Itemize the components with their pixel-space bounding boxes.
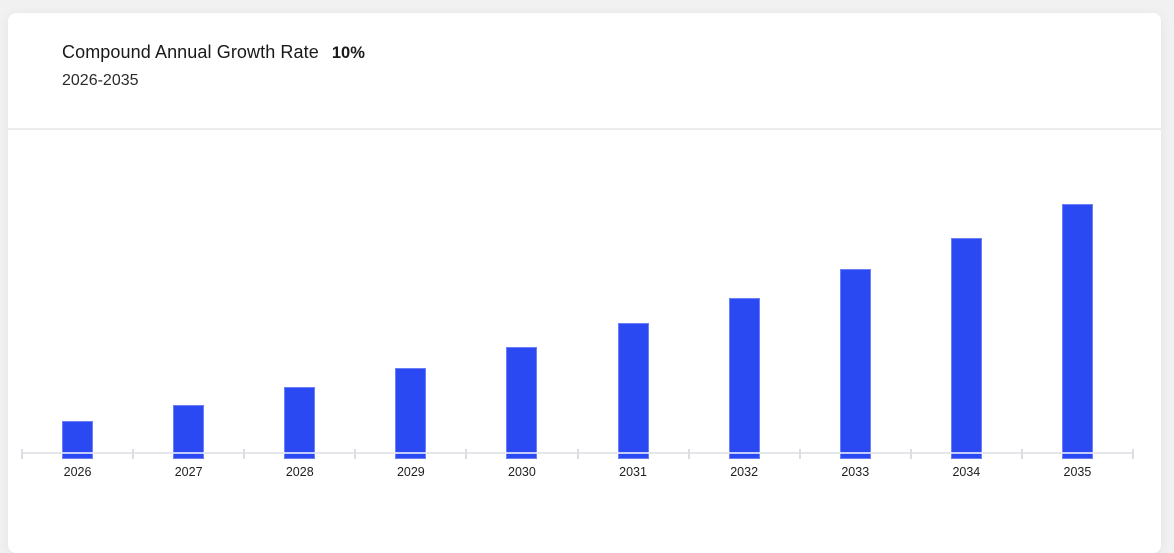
x-axis-tick [909, 449, 912, 459]
bar-2034 [950, 238, 982, 459]
bar-2031 [617, 323, 649, 459]
bar-2030 [506, 346, 538, 459]
x-axis-label-2035: 2035 [1063, 465, 1092, 479]
title-row: Compound Annual Growth Rate 10% [62, 42, 1131, 63]
cagr-card: Compound Annual Growth Rate 10% 2026-203… [8, 13, 1161, 553]
header-divider [8, 128, 1161, 130]
x-axis-label-2033: 2033 [841, 465, 870, 479]
x-axis-tick [576, 449, 579, 459]
bar-2033 [839, 269, 871, 459]
x-axis-label-2030: 2030 [508, 465, 536, 479]
x-axis-label-2031: 2031 [619, 465, 647, 479]
page: { "header": { "title": "Compound Annual … [8, 13, 1161, 553]
bar-2027 [173, 405, 205, 459]
chart-header: Compound Annual Growth Rate 10% 2026-203… [62, 42, 1131, 90]
bar-2029 [395, 368, 427, 459]
bar-2032 [728, 297, 760, 459]
x-axis-tick [1020, 449, 1023, 459]
x-axis-tick [354, 449, 357, 459]
bar-2028 [284, 387, 316, 459]
bar-2026 [62, 421, 94, 459]
x-axis-label-2028: 2028 [285, 465, 314, 479]
x-axis-tick [687, 449, 690, 459]
bar-2035 [1061, 203, 1093, 459]
x-axis-label-2027: 2027 [174, 465, 203, 479]
x-axis-label-2032: 2032 [730, 465, 759, 479]
x-axis-label-2029: 2029 [396, 465, 425, 479]
bar-chart: 2026 2027 2028 2029 2030 2031 2032 2033 2034 2035 [8, 130, 1161, 553]
chart-subtitle: 2026-2035 [62, 72, 139, 89]
x-axis-tick [243, 449, 246, 459]
x-axis-label-2034: 2034 [952, 465, 981, 479]
x-axis-label-2026: 2026 [63, 465, 92, 479]
x-axis-tick [21, 449, 23, 459]
x-axis-tick [132, 449, 135, 459]
chart-title: Compound Annual Growth Rate [62, 42, 319, 62]
x-axis-tick [1132, 449, 1134, 459]
x-axis-tick [798, 449, 801, 459]
x-axis-tick [465, 449, 468, 459]
cagr-value: 10% [331, 44, 365, 62]
